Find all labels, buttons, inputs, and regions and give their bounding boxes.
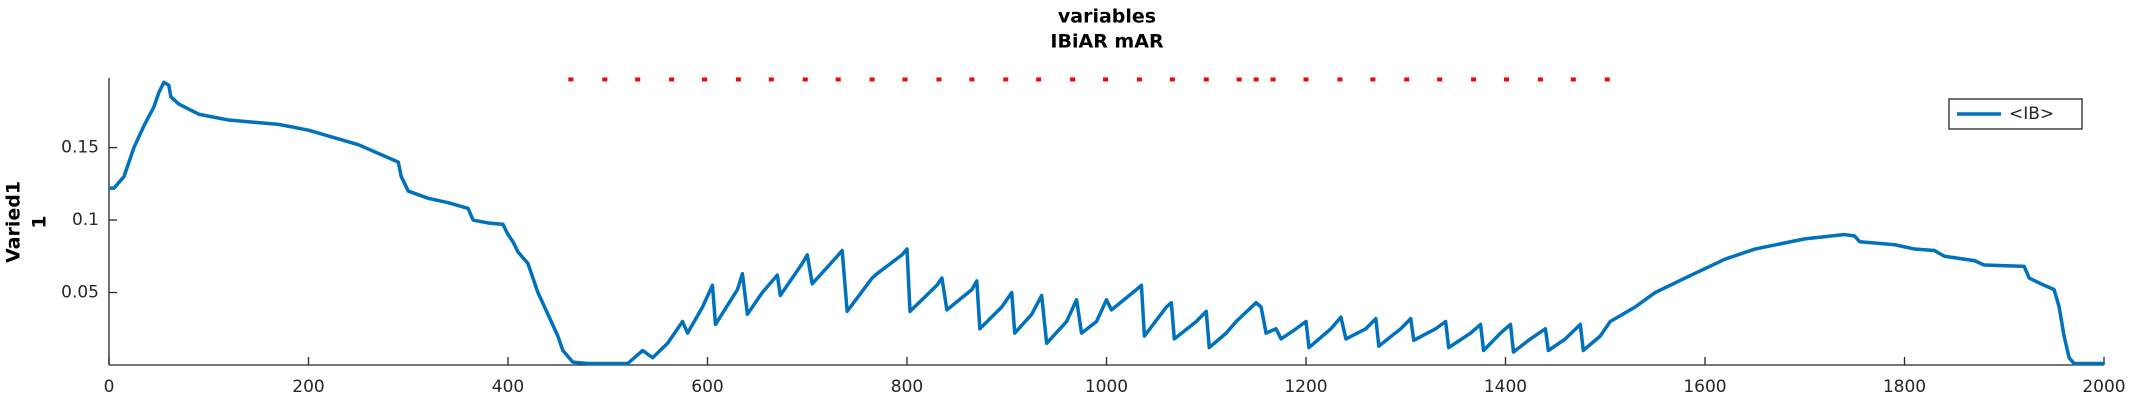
y-tick-label: 0.15 xyxy=(61,138,99,158)
data-point xyxy=(635,77,641,82)
data-point xyxy=(1103,77,1109,82)
x-tick-label: 1400 xyxy=(1484,377,1527,397)
x-tick-label: 2000 xyxy=(2082,377,2125,397)
data-point xyxy=(1253,77,1259,82)
x-tick-label: 0 xyxy=(104,377,115,397)
data-point xyxy=(1404,77,1410,82)
data-point xyxy=(1236,77,1242,82)
data-point xyxy=(969,77,975,82)
data-line xyxy=(109,80,2104,366)
data-point xyxy=(1303,77,1309,82)
chart-title: IBiAR mAR xyxy=(1050,31,1164,53)
x-tick-label: 600 xyxy=(691,377,723,397)
x-tick-label: 1200 xyxy=(1284,377,1327,397)
data-point xyxy=(869,77,875,82)
data-point xyxy=(1437,77,1443,82)
data-point xyxy=(602,77,608,82)
x-tick-label: 400 xyxy=(492,377,524,397)
x-tick-label: 1000 xyxy=(1085,377,1128,397)
data-point xyxy=(1036,77,1042,82)
y-axis-label: Varied1 xyxy=(3,181,25,263)
data-point xyxy=(568,77,574,82)
data-point xyxy=(1503,77,1509,82)
data-point xyxy=(1270,77,1276,82)
data-point xyxy=(702,77,708,82)
data-point xyxy=(1370,77,1376,82)
data-point xyxy=(1337,77,1343,82)
x-tick-label: 1600 xyxy=(1683,377,1726,397)
data-point xyxy=(669,77,675,82)
data-point xyxy=(768,77,774,82)
data-point xyxy=(1604,77,1610,82)
legend-label: <IB> xyxy=(2009,104,2054,124)
y-tick-label: 0.05 xyxy=(61,283,99,303)
data-point xyxy=(735,77,741,82)
data-point xyxy=(1537,77,1543,82)
x-tick-label: 200 xyxy=(292,377,324,397)
data-point xyxy=(1570,77,1576,82)
data-point xyxy=(902,77,908,82)
y-tick-label: 0.1 xyxy=(72,210,99,230)
data-point xyxy=(1203,77,1209,82)
x-tick-label: 1800 xyxy=(1883,377,1926,397)
data-point xyxy=(835,77,841,82)
data-point xyxy=(1169,77,1175,82)
data-point xyxy=(1471,77,1477,82)
data-point xyxy=(802,77,808,82)
data-point xyxy=(936,77,942,82)
data-point xyxy=(1003,77,1009,82)
x-tick-label: 800 xyxy=(891,377,923,397)
data-point xyxy=(1070,77,1076,82)
chart-title: variables xyxy=(1058,6,1156,28)
data-point xyxy=(1136,77,1142,82)
y-axis-label: 1 xyxy=(29,215,51,228)
